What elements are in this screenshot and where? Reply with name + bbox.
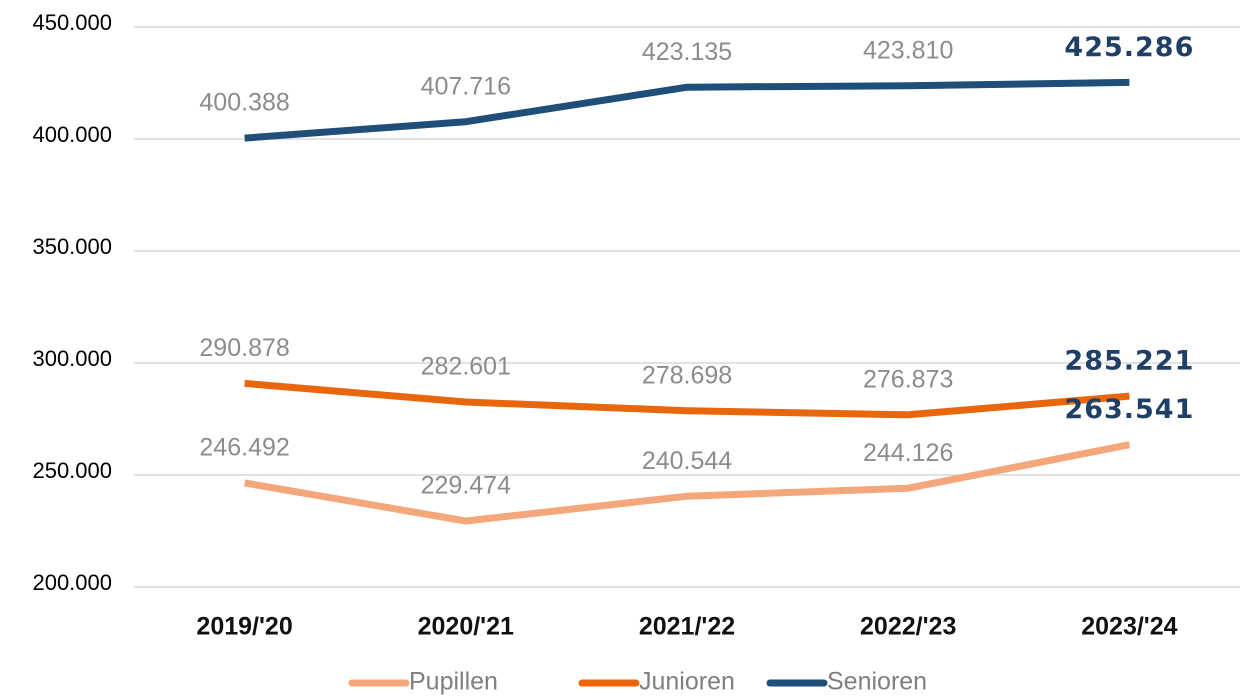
data-label: 246.492 — [199, 433, 289, 461]
x-tick-label: 2023/'24 — [1081, 613, 1177, 641]
x-tick-label: 2021/'22 — [639, 613, 735, 641]
legend-label: Pupillen — [409, 668, 498, 696]
legend-label: Senioren — [827, 668, 927, 696]
x-tick-label: 2022/'23 — [860, 613, 956, 641]
data-label: 278.698 — [642, 361, 732, 389]
y-tick-label: 300.000 — [32, 346, 112, 371]
data-label: 407.716 — [421, 72, 511, 100]
legend-label: Junioren — [639, 668, 735, 696]
data-label: 400.388 — [199, 89, 289, 117]
data-label: 282.601 — [421, 353, 511, 381]
series-line — [244, 78, 1130, 142]
y-tick-label: 200.000 — [32, 570, 112, 595]
data-label: 285.221 — [1064, 346, 1194, 377]
series-line — [244, 379, 1130, 419]
data-label: 423.810 — [863, 36, 953, 64]
data-label: 423.135 — [642, 38, 732, 66]
x-tick-label: 2020/'21 — [418, 613, 514, 641]
x-tick-label: 2019/'20 — [196, 613, 292, 641]
series-line — [244, 441, 1131, 525]
data-label: 290.878 — [199, 334, 289, 362]
data-label: 240.544 — [642, 447, 732, 475]
y-tick-label: 250.000 — [32, 458, 112, 483]
y-tick-label: 450.000 — [32, 10, 112, 35]
data-label: 425.286 — [1064, 32, 1194, 63]
data-label: 244.126 — [863, 439, 953, 467]
data-label: 229.474 — [421, 472, 511, 500]
data-label: 276.873 — [863, 365, 953, 393]
y-tick-label: 400.000 — [32, 122, 112, 147]
data-label: 263.541 — [1064, 394, 1194, 425]
y-tick-label: 350.000 — [32, 234, 112, 259]
